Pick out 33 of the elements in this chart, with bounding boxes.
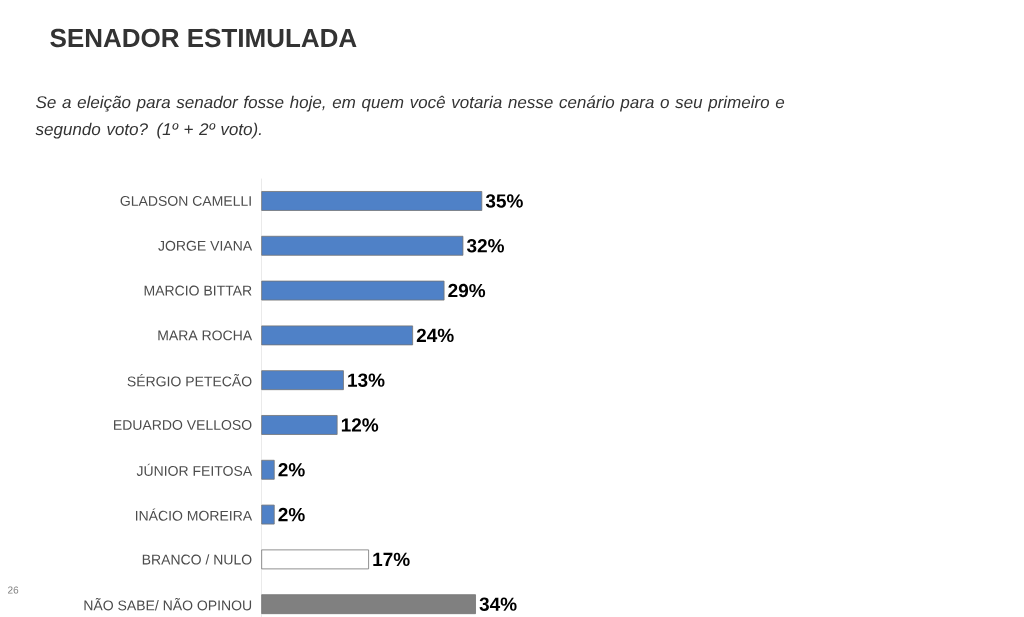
data-label: 2% — [278, 507, 305, 522]
y-tick-label: SÉRGIO PETECÃO — [127, 373, 252, 387]
bar — [261, 235, 464, 256]
bar — [261, 370, 344, 391]
bar — [261, 191, 483, 211]
chart-subtitle: Se a eleição para senador fosse hoje, em quem você votaria nesse cenário para o seu primeiro e segundo voto? (1º + 2º voto). — [35, 95, 785, 139]
bar — [261, 280, 445, 301]
chart-title: SENADOR ESTIMULADA — [50, 28, 357, 48]
data-label: 24% — [416, 328, 454, 343]
text: 26 — [8, 586, 19, 594]
bar — [261, 325, 414, 346]
bar — [261, 549, 369, 570]
y-tick-label: NÃO SABE/ NÃO OPINOU — [84, 597, 252, 611]
y-tick-label: JORGE VIANA — [158, 240, 253, 251]
data-label: 35% — [485, 194, 523, 208]
bar — [261, 504, 275, 525]
y-tick-label: INÁCIO MOREIRA — [135, 508, 253, 521]
data-label: 13% — [348, 373, 385, 387]
y-tick-label: BRANCO / NULO — [142, 554, 252, 565]
y-tick-label: MARCIO BITTAR — [144, 285, 252, 296]
y-tick-label: GLADSON CAMELLI — [120, 196, 251, 206]
y-tick-label: EDUARDO VELLOSO — [114, 420, 252, 430]
data-label: 12% — [341, 418, 379, 432]
data-label: 17% — [373, 552, 410, 567]
bar — [261, 459, 275, 480]
y-tick-label: MARA ROCHA — [158, 330, 253, 341]
data-label: 34% — [479, 597, 517, 611]
data-label: 2% — [278, 463, 305, 477]
data-label: 32% — [466, 239, 504, 253]
y-tick-label: JÚNIOR FEITOSA — [136, 463, 253, 476]
data-label: 29% — [448, 283, 486, 298]
bar — [261, 415, 338, 435]
bar — [261, 594, 476, 615]
